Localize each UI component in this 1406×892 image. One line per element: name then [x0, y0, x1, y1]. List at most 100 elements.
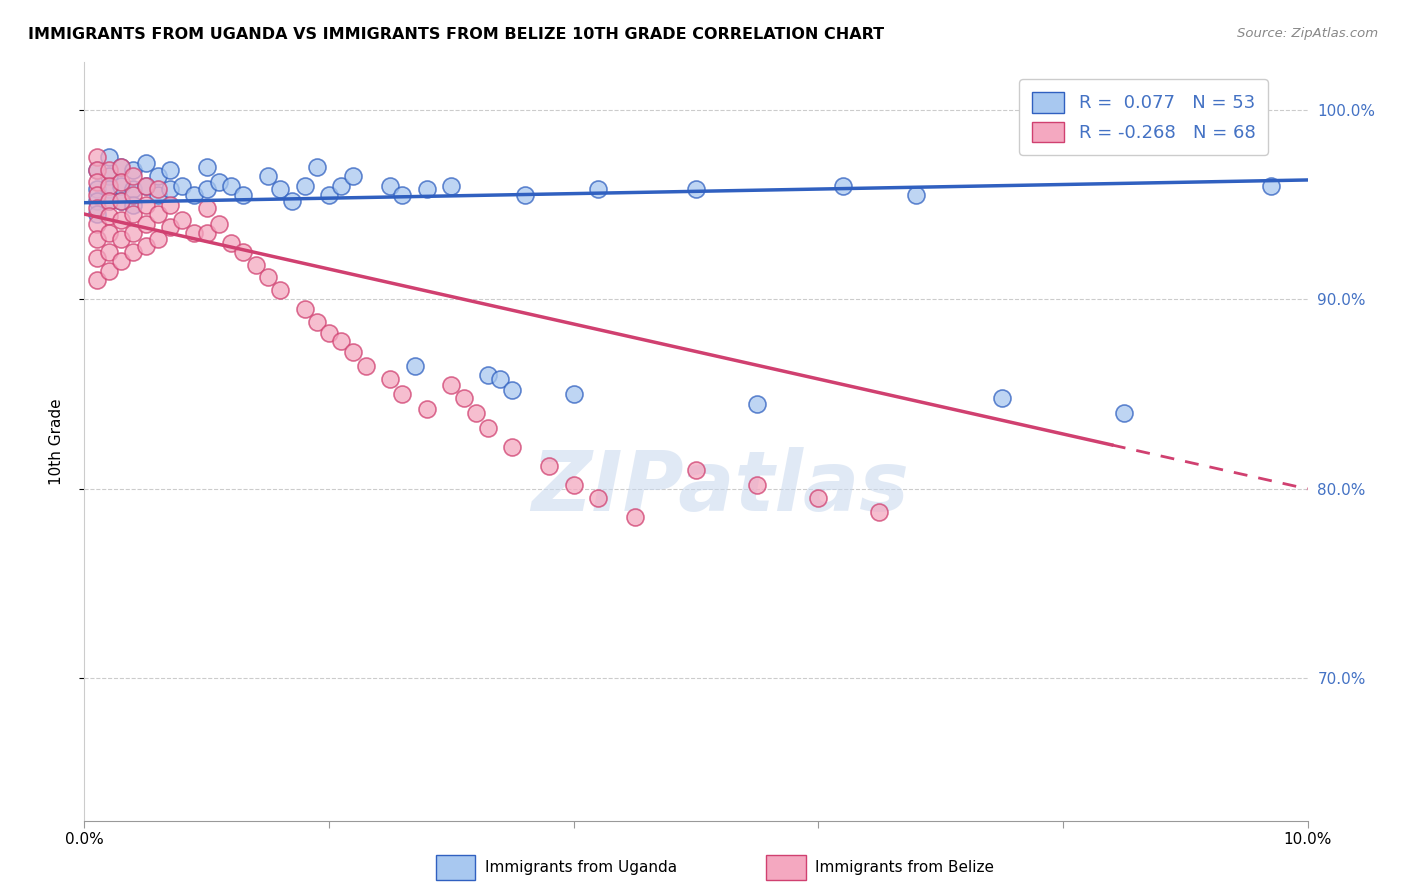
Point: [305, 315, 328, 329]
Text: Source: ZipAtlas.com: Source: ZipAtlas.com: [1237, 27, 1378, 40]
Point: [86, 207, 108, 221]
Point: [294, 301, 316, 316]
Point: [122, 197, 145, 211]
Point: [86, 194, 108, 208]
Point: [869, 505, 891, 519]
Point: [269, 182, 291, 196]
Point: [146, 188, 169, 202]
Point: [110, 254, 132, 268]
Point: [86, 217, 108, 231]
Point: [110, 194, 132, 208]
Text: Immigrants from Uganda: Immigrants from Uganda: [485, 860, 678, 875]
Point: [747, 396, 769, 410]
Point: [122, 226, 145, 240]
Point: [305, 160, 328, 174]
Point: [538, 459, 561, 474]
Point: [146, 232, 169, 246]
Point: [807, 491, 830, 506]
Y-axis label: 10th Grade: 10th Grade: [49, 398, 63, 485]
Point: [86, 232, 108, 246]
Text: ZIPatlas: ZIPatlas: [531, 447, 910, 527]
Point: [245, 258, 267, 272]
Point: [1114, 406, 1136, 420]
Point: [86, 163, 108, 178]
Point: [1260, 178, 1282, 193]
Point: [440, 377, 463, 392]
Point: [97, 182, 120, 196]
Point: [159, 220, 181, 235]
Point: [122, 207, 145, 221]
Point: [97, 178, 120, 193]
FancyBboxPatch shape: [436, 855, 475, 880]
Point: [380, 372, 402, 386]
Point: [122, 169, 145, 183]
Point: [159, 197, 181, 211]
Point: [97, 169, 120, 183]
Point: [110, 160, 132, 174]
Point: [86, 182, 108, 196]
Point: [991, 391, 1014, 405]
Point: [110, 178, 132, 193]
Point: [183, 188, 205, 202]
Point: [86, 175, 108, 189]
Point: [269, 283, 291, 297]
Point: [122, 182, 145, 196]
FancyBboxPatch shape: [766, 855, 806, 880]
Point: [86, 273, 108, 287]
Point: [110, 194, 132, 208]
Point: [97, 264, 120, 278]
Point: [172, 178, 194, 193]
Point: [159, 163, 181, 178]
Point: [97, 226, 120, 240]
Point: [97, 209, 120, 223]
Point: [110, 160, 132, 174]
Point: [135, 178, 157, 193]
Point: [146, 182, 169, 196]
Point: [97, 244, 120, 259]
Point: [477, 421, 499, 435]
Point: [489, 372, 512, 386]
Point: [195, 160, 218, 174]
Point: [232, 188, 254, 202]
Point: [685, 463, 707, 477]
Point: [86, 188, 108, 202]
Point: [110, 232, 132, 246]
Point: [747, 478, 769, 492]
Legend: R =  0.077   N = 53, R = -0.268   N = 68: R = 0.077 N = 53, R = -0.268 N = 68: [1019, 79, 1268, 155]
Point: [110, 212, 132, 227]
Point: [391, 188, 413, 202]
Point: [159, 182, 181, 196]
Point: [183, 226, 205, 240]
Point: [281, 194, 304, 208]
Text: IMMIGRANTS FROM UGANDA VS IMMIGRANTS FROM BELIZE 10TH GRADE CORRELATION CHART: IMMIGRANTS FROM UGANDA VS IMMIGRANTS FRO…: [28, 27, 884, 42]
Point: [195, 226, 218, 240]
Point: [110, 175, 132, 189]
Point: [831, 178, 853, 193]
Point: [624, 510, 647, 524]
Point: [97, 194, 120, 208]
Point: [232, 244, 254, 259]
Point: [86, 251, 108, 265]
Point: [464, 406, 486, 420]
Text: Immigrants from Belize: Immigrants from Belize: [815, 860, 994, 875]
Point: [97, 163, 120, 178]
Point: [342, 169, 364, 183]
Point: [135, 178, 157, 193]
Point: [86, 150, 108, 164]
Point: [86, 202, 108, 216]
Point: [135, 217, 157, 231]
Point: [135, 197, 157, 211]
Point: [135, 156, 157, 170]
Point: [354, 359, 377, 373]
Point: [318, 188, 340, 202]
Point: [86, 163, 108, 178]
Point: [477, 368, 499, 383]
Point: [97, 194, 120, 208]
Point: [391, 387, 413, 401]
Point: [122, 163, 145, 178]
Point: [404, 359, 426, 373]
Point: [330, 178, 353, 193]
Point: [502, 384, 524, 398]
Point: [905, 188, 928, 202]
Point: [172, 212, 194, 227]
